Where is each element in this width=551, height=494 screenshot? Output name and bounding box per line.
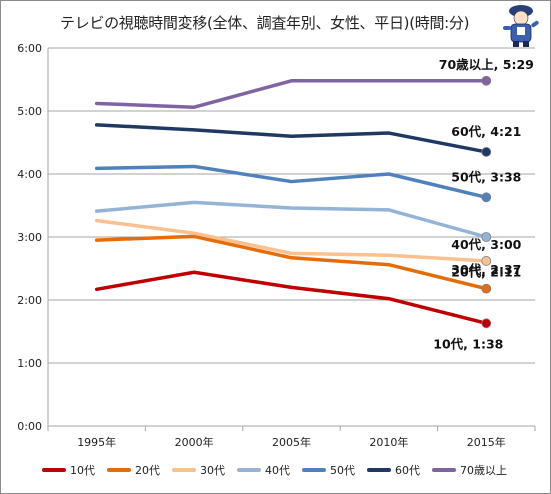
x-tick-label: 2015年 — [467, 435, 506, 449]
y-tick-label: 3:00 — [17, 231, 42, 244]
data-label: 30代, 2:37 — [451, 262, 521, 277]
legend-swatch — [302, 468, 326, 472]
end-point-marker — [481, 192, 492, 203]
data-label: 40代, 3:00 — [451, 237, 521, 252]
legend-item: 40代 — [237, 462, 290, 478]
series-line-20代 — [94, 234, 489, 291]
data-label: 60代, 4:21 — [451, 124, 521, 139]
legend-label: 60代 — [395, 464, 420, 477]
end-point-marker — [481, 75, 492, 86]
end-point-marker — [481, 318, 492, 329]
legend-label: 50代 — [330, 464, 355, 477]
legend-swatch — [367, 468, 391, 472]
legend-item: 50代 — [302, 462, 355, 478]
legend-swatch — [432, 468, 456, 472]
series-line-60代 — [94, 123, 489, 154]
legend-label: 70歳以上 — [460, 464, 507, 477]
mascot-logo-icon — [503, 5, 539, 47]
legend-label: 30代 — [200, 464, 225, 477]
series-line-30代 — [94, 218, 489, 263]
data-label: 20代, 2:11 — [451, 265, 521, 280]
legend-item: 20代 — [107, 462, 160, 478]
legend-label: 10代 — [70, 464, 95, 477]
x-tick-label: 1995年 — [77, 435, 116, 449]
legend-swatch — [42, 468, 66, 472]
series-line-10代 — [94, 270, 489, 326]
end-point-marker — [481, 283, 492, 294]
y-tick-label: 6:00 — [17, 42, 42, 55]
series-line-40代 — [94, 200, 489, 239]
legend-item: 10代 — [42, 462, 95, 478]
y-tick-label: 1:00 — [17, 357, 42, 370]
y-tick-label: 5:00 — [17, 105, 42, 118]
x-tick-label: 2005年 — [272, 435, 311, 449]
data-label: 70歳以上, 5:29 — [439, 57, 534, 72]
y-tick-label: 0:00 — [17, 420, 42, 433]
legend-label: 20代 — [135, 464, 160, 477]
legend-swatch — [107, 468, 131, 472]
legend-item: 30代 — [172, 462, 225, 478]
end-point-marker — [481, 256, 492, 266]
y-tick-label: 4:00 — [17, 168, 42, 181]
legend-item: 60代 — [367, 462, 420, 478]
legend-label: 40代 — [265, 464, 290, 477]
data-label: 10代, 1:38 — [433, 336, 503, 351]
data-label: 50代, 3:38 — [451, 169, 521, 184]
x-tick-label: 2010年 — [369, 435, 408, 449]
series-line-50代 — [94, 164, 489, 200]
series-line-70歳以上 — [94, 79, 489, 109]
end-point-marker — [481, 232, 492, 242]
legend-swatch — [237, 468, 261, 472]
y-tick-label: 2:00 — [17, 294, 42, 307]
x-tick-label: 2000年 — [175, 435, 214, 449]
chart-title: テレビの視聴時間変移(全体、調査年別、女性、平日)(時間:分) — [60, 14, 470, 32]
legend-item: 70歳以上 — [432, 462, 507, 478]
legend: 10代 20代 30代 40代 50代 60代 70歳以上 — [0, 462, 549, 478]
legend-swatch — [172, 468, 196, 472]
end-point-marker — [481, 147, 492, 157]
